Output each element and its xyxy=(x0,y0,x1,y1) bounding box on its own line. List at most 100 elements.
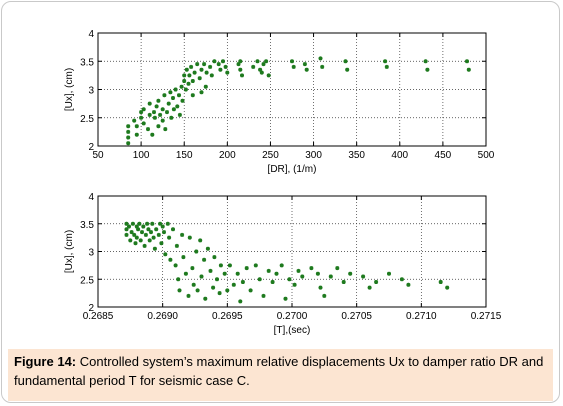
data-point xyxy=(203,296,208,301)
data-point xyxy=(147,101,152,106)
data-point xyxy=(141,107,146,112)
data-point xyxy=(218,67,223,72)
data-point xyxy=(266,73,271,78)
data-point xyxy=(217,291,222,296)
data-point xyxy=(146,127,150,132)
data-point xyxy=(127,224,131,229)
y-tick-label: 2 xyxy=(88,303,94,314)
data-point xyxy=(162,230,166,235)
data-point xyxy=(238,59,243,64)
data-point xyxy=(124,232,129,237)
data-point xyxy=(465,59,469,64)
data-point xyxy=(191,282,196,287)
data-point xyxy=(163,127,168,132)
data-point xyxy=(169,115,174,120)
data-point xyxy=(320,64,325,69)
data-point xyxy=(203,84,208,89)
x-tick-label: 450 xyxy=(435,150,452,161)
data-point xyxy=(255,59,260,64)
x-tick-label: 500 xyxy=(478,150,495,161)
x-axis-label: [DR], (1/m) xyxy=(268,164,317,175)
data-point xyxy=(322,293,327,298)
data-point xyxy=(236,62,241,67)
data-point xyxy=(221,59,225,64)
data-point xyxy=(205,246,210,251)
data-point xyxy=(139,115,144,120)
data-point xyxy=(238,67,243,72)
caption-text: Controlled system’s maximum relative dis… xyxy=(14,354,544,388)
data-point xyxy=(171,107,176,112)
data-point xyxy=(199,274,204,279)
data-point xyxy=(341,280,346,284)
data-point xyxy=(198,238,203,243)
data-point xyxy=(290,59,294,64)
data-point xyxy=(141,224,146,229)
data-point xyxy=(177,112,182,117)
data-point xyxy=(181,255,186,260)
data-point xyxy=(318,56,323,61)
data-point xyxy=(335,266,340,271)
data-point xyxy=(183,271,188,276)
data-point xyxy=(292,282,297,287)
data-point xyxy=(223,64,228,69)
data-point xyxy=(133,241,138,246)
data-point xyxy=(180,232,185,237)
y-tick-label: 4 xyxy=(88,29,94,40)
caption-label: Figure 14: xyxy=(14,354,77,369)
data-point xyxy=(208,268,213,273)
data-point xyxy=(145,221,150,226)
x-tick-label: 0.2685 xyxy=(83,311,114,322)
data-point xyxy=(151,235,156,240)
data-point xyxy=(304,67,309,72)
y-tick-label: 4 xyxy=(88,192,94,203)
y-tick-label: 2 xyxy=(88,142,94,153)
data-point xyxy=(186,293,191,298)
y-axis-label: [Ux], (cm) xyxy=(64,230,75,273)
x-tick-label: 0.2715 xyxy=(471,311,502,322)
data-point xyxy=(199,90,204,95)
data-point xyxy=(328,274,333,279)
y-tick-label: 3 xyxy=(88,248,94,259)
data-point xyxy=(466,67,471,72)
data-point xyxy=(287,277,292,282)
x-tick-label: 0.2695 xyxy=(212,311,243,322)
data-point xyxy=(309,266,314,271)
data-point xyxy=(152,246,157,251)
x-tick-label: 200 xyxy=(219,150,236,161)
data-point xyxy=(194,249,199,254)
data-point xyxy=(383,59,388,64)
data-point xyxy=(270,280,275,284)
x-tick-label: 50 xyxy=(92,150,104,161)
figure-charts: 50 100 150 200 250 300 350 400 450 500 2 2.5 3 3.5 4 [D… xyxy=(64,29,502,336)
data-point xyxy=(345,67,350,72)
data-point xyxy=(361,274,366,279)
data-point xyxy=(132,118,137,123)
data-point xyxy=(251,64,256,69)
data-point xyxy=(128,238,133,243)
data-point xyxy=(190,266,195,271)
data-point xyxy=(124,227,129,232)
data-point xyxy=(296,268,301,273)
x-tick-label: 0.2690 xyxy=(147,311,178,322)
data-point xyxy=(137,221,142,226)
data-point xyxy=(438,280,443,284)
data-point xyxy=(173,87,178,92)
x-tick-label: 0.2705 xyxy=(341,311,372,322)
data-point xyxy=(134,224,139,229)
data-point xyxy=(348,271,353,276)
data-point xyxy=(225,70,230,75)
data-point xyxy=(150,132,155,137)
data-point xyxy=(130,221,135,226)
data-point xyxy=(190,93,195,98)
data-point xyxy=(175,104,180,109)
data-point xyxy=(259,70,264,75)
plot-area xyxy=(98,33,486,146)
data-point xyxy=(300,274,305,279)
data-point xyxy=(235,271,240,276)
data-point xyxy=(167,235,172,240)
data-point xyxy=(174,243,179,248)
data-point xyxy=(184,67,189,72)
data-point xyxy=(171,96,175,100)
data-point xyxy=(445,285,450,290)
chart-2: 0.2685 0.2690 0.2695 0.2700 0.2705 0.2710 0.27… xyxy=(64,192,502,336)
